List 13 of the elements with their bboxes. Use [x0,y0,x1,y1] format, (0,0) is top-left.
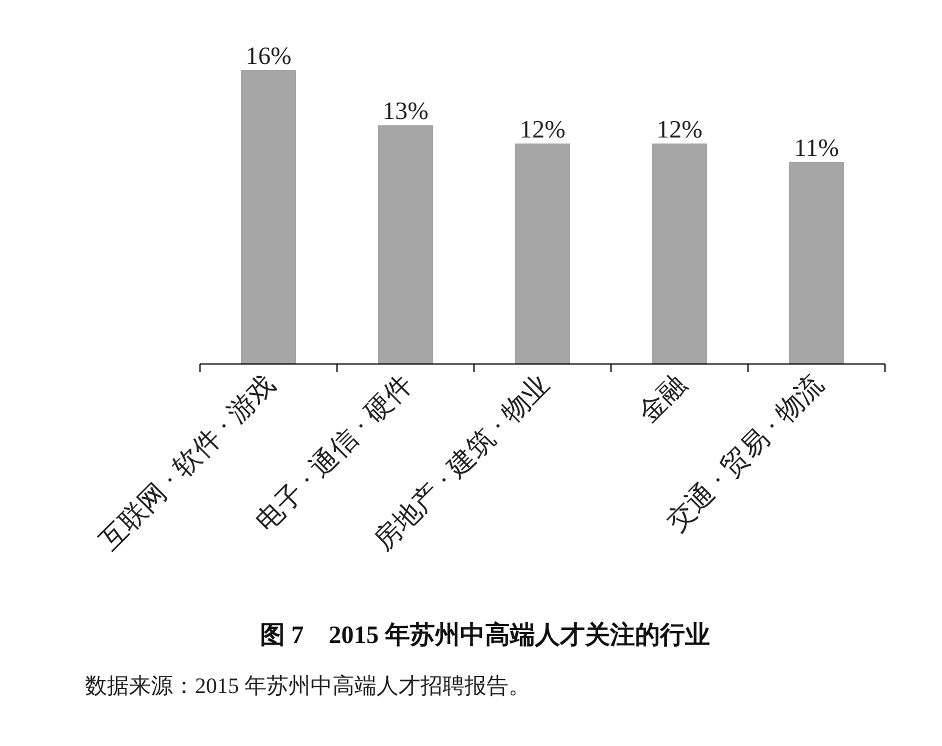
bar [515,144,570,364]
data-label: 12% [656,116,702,144]
data-label: 13% [382,98,428,126]
bar [789,162,844,364]
text: 图 7 2015 年苏州中高端人才关注的行业 [260,621,710,649]
x-tick-label: 金融 [632,369,692,428]
bar [378,125,433,364]
bar [652,144,707,364]
data-label: 12% [520,116,566,144]
data-label: 11% [794,134,839,162]
source-note: 数据来源：2015 年苏州中高端人才招聘报告。 [85,673,530,698]
data-label: 16% [246,43,292,70]
bar [241,70,296,364]
